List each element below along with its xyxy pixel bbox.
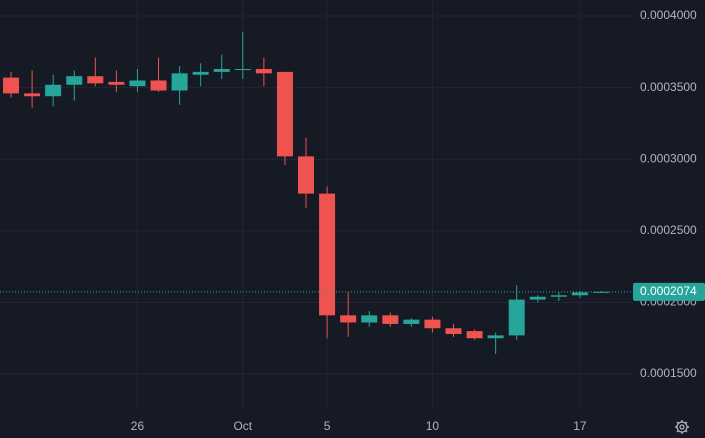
candle-body <box>466 331 483 339</box>
x-tick-label: 5 <box>324 419 331 433</box>
y-tick-label: 0.0002500 <box>640 223 697 237</box>
candle-body <box>298 156 315 194</box>
candle-body <box>276 71 293 157</box>
candle-body <box>171 73 188 91</box>
y-tick-label: 0.0003500 <box>640 80 697 94</box>
grid <box>0 0 632 410</box>
x-tick-label: 17 <box>573 419 587 433</box>
candle-body <box>150 80 167 91</box>
candle-body <box>45 84 62 97</box>
candle-body <box>129 80 146 87</box>
candle-body <box>319 193 336 316</box>
last-price-box <box>633 282 705 301</box>
candle-body <box>234 69 251 71</box>
gear-teeth <box>675 420 689 434</box>
candle-body <box>24 93 41 97</box>
candle-body <box>424 319 441 329</box>
candle-body <box>445 328 462 334</box>
x-tick-label: Oct <box>233 419 252 433</box>
y-tick-label: 0.0004000 <box>640 8 697 22</box>
candle-body <box>213 69 230 72</box>
x-tick-label: 10 <box>426 419 440 433</box>
axes: 0.0004000 0.0003500 0.0003000 0.0002500 0.00… <box>131 8 705 433</box>
candle-body <box>3 77 20 94</box>
candle-body <box>508 299 525 336</box>
gear-hub <box>679 424 685 430</box>
candle-body <box>108 81 125 85</box>
candle-body <box>87 76 104 84</box>
candle-body <box>403 319 420 324</box>
x-tick-label: 26 <box>131 419 145 433</box>
candle-body <box>361 315 378 323</box>
settings-icon[interactable] <box>675 420 689 434</box>
y-tick-label: 0.0003000 <box>640 151 697 165</box>
candle-body <box>529 296 546 300</box>
candle-body <box>255 69 272 74</box>
candle-body <box>571 292 588 296</box>
candle-body <box>382 315 399 324</box>
candle-body <box>340 315 357 323</box>
candle-body <box>550 295 567 297</box>
candle-body <box>192 71 209 75</box>
candle-body <box>487 335 504 339</box>
candle-body <box>66 76 83 85</box>
y-tick-label: 0.0001500 <box>640 366 697 380</box>
last-price-label: 0.0002074 <box>640 284 697 298</box>
candles <box>0 31 632 355</box>
